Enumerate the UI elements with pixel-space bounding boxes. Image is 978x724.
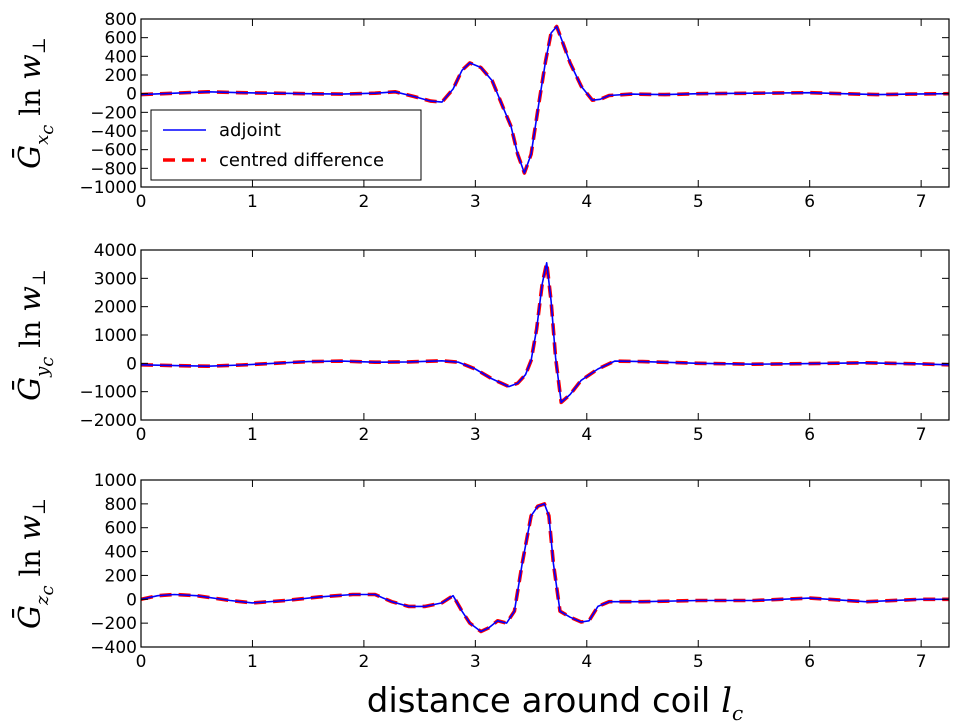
x-tick-label: 6 [804, 652, 815, 672]
series-line-adjoint [141, 503, 949, 633]
y-tick-label: 600 [105, 29, 137, 49]
y-tick-label: −800 [90, 159, 137, 179]
series-line-adjoint [141, 25, 949, 174]
y-axis-label: Ḡxc ln w⊥ [11, 37, 58, 169]
x-tick-label: 5 [693, 652, 704, 672]
legend: adjoint centred difference [150, 109, 422, 181]
y-tick-label: 1000 [94, 326, 137, 346]
x-tick-label: 7 [916, 192, 927, 212]
y-tick-label: 800 [105, 10, 137, 30]
x-tick-label: 4 [581, 425, 592, 445]
y-tick-label: 0 [126, 354, 137, 374]
x-tick-label: 0 [136, 192, 147, 212]
x-tick-label: 5 [693, 425, 704, 445]
x-tick-label: 7 [916, 425, 927, 445]
y-tick-label: 600 [105, 519, 137, 539]
panel-y: 0 1 2 3 4 5 6 7 −2000 −1000 0 1000 2000 3000 4000 Ḡyc … [11, 241, 950, 445]
y-tick-label: −400 [90, 638, 137, 658]
x-tick-label: 2 [358, 425, 369, 445]
x-tick-label: 3 [470, 192, 481, 212]
x-tick-label: 4 [581, 192, 592, 212]
y-tick-label: 0 [126, 85, 137, 105]
legend-label: adjoint [219, 120, 281, 141]
y-tick-label: −1000 [79, 178, 137, 198]
x-tick-label: 1 [247, 192, 258, 212]
x-tick-label: 0 [136, 652, 147, 672]
series-line-centred-difference [141, 260, 949, 405]
axes-frame [140, 479, 950, 648]
y-tick-label: −400 [90, 122, 137, 142]
legend-box [150, 109, 422, 181]
x-tick-label: 6 [804, 192, 815, 212]
x-tick-label: 0 [136, 425, 147, 445]
y-tick-label: 800 [105, 495, 137, 515]
panel-z: 0 1 2 3 4 5 6 7 −400 −200 0 200 400 600 800 1000 Ḡzc ln… [11, 471, 950, 672]
y-tick-label: 400 [105, 47, 137, 67]
y-tick-label: 200 [105, 566, 137, 586]
y-axis-label: Ḡzc ln w⊥ [11, 498, 58, 629]
x-axis-label: distance around coil lc [367, 681, 744, 724]
panel-x: 0 1 2 3 4 5 6 7−1000−800−600−400−20002004006008… [11, 10, 950, 212]
y-tick-label: 3000 [94, 269, 137, 289]
series-line-centred-difference [141, 502, 949, 634]
y-tick-label: 2000 [94, 298, 137, 318]
x-tick-label: 7 [916, 652, 927, 672]
x-tick-label: 2 [358, 192, 369, 212]
y-axis-label: Ḡyc ln w⊥ [11, 269, 58, 401]
axes-frame [140, 18, 950, 188]
y-tick-label: 400 [105, 543, 137, 563]
series-line-adjoint [141, 261, 949, 404]
y-tick-label: 0 [126, 590, 137, 610]
x-tick-label: 1 [247, 652, 258, 672]
y-tick-label: −200 [90, 614, 137, 634]
x-tick-label: 3 [470, 425, 481, 445]
x-tick-label: 5 [693, 192, 704, 212]
y-tick-label: 1000 [94, 471, 137, 491]
y-tick-label: −200 [90, 103, 137, 123]
y-tick-label: −600 [90, 141, 137, 161]
y-tick-label: 200 [105, 66, 137, 86]
y-tick-label: −2000 [79, 411, 137, 431]
legend-label: centred difference [219, 150, 384, 171]
y-tick-label: 4000 [94, 241, 137, 261]
x-tick-label: 6 [804, 425, 815, 445]
x-tick-label: 1 [247, 425, 258, 445]
y-tick-label: −1000 [79, 383, 137, 403]
x-tick-label: 4 [581, 652, 592, 672]
x-tick-label: 3 [470, 652, 481, 672]
x-tick-label: 2 [358, 652, 369, 672]
